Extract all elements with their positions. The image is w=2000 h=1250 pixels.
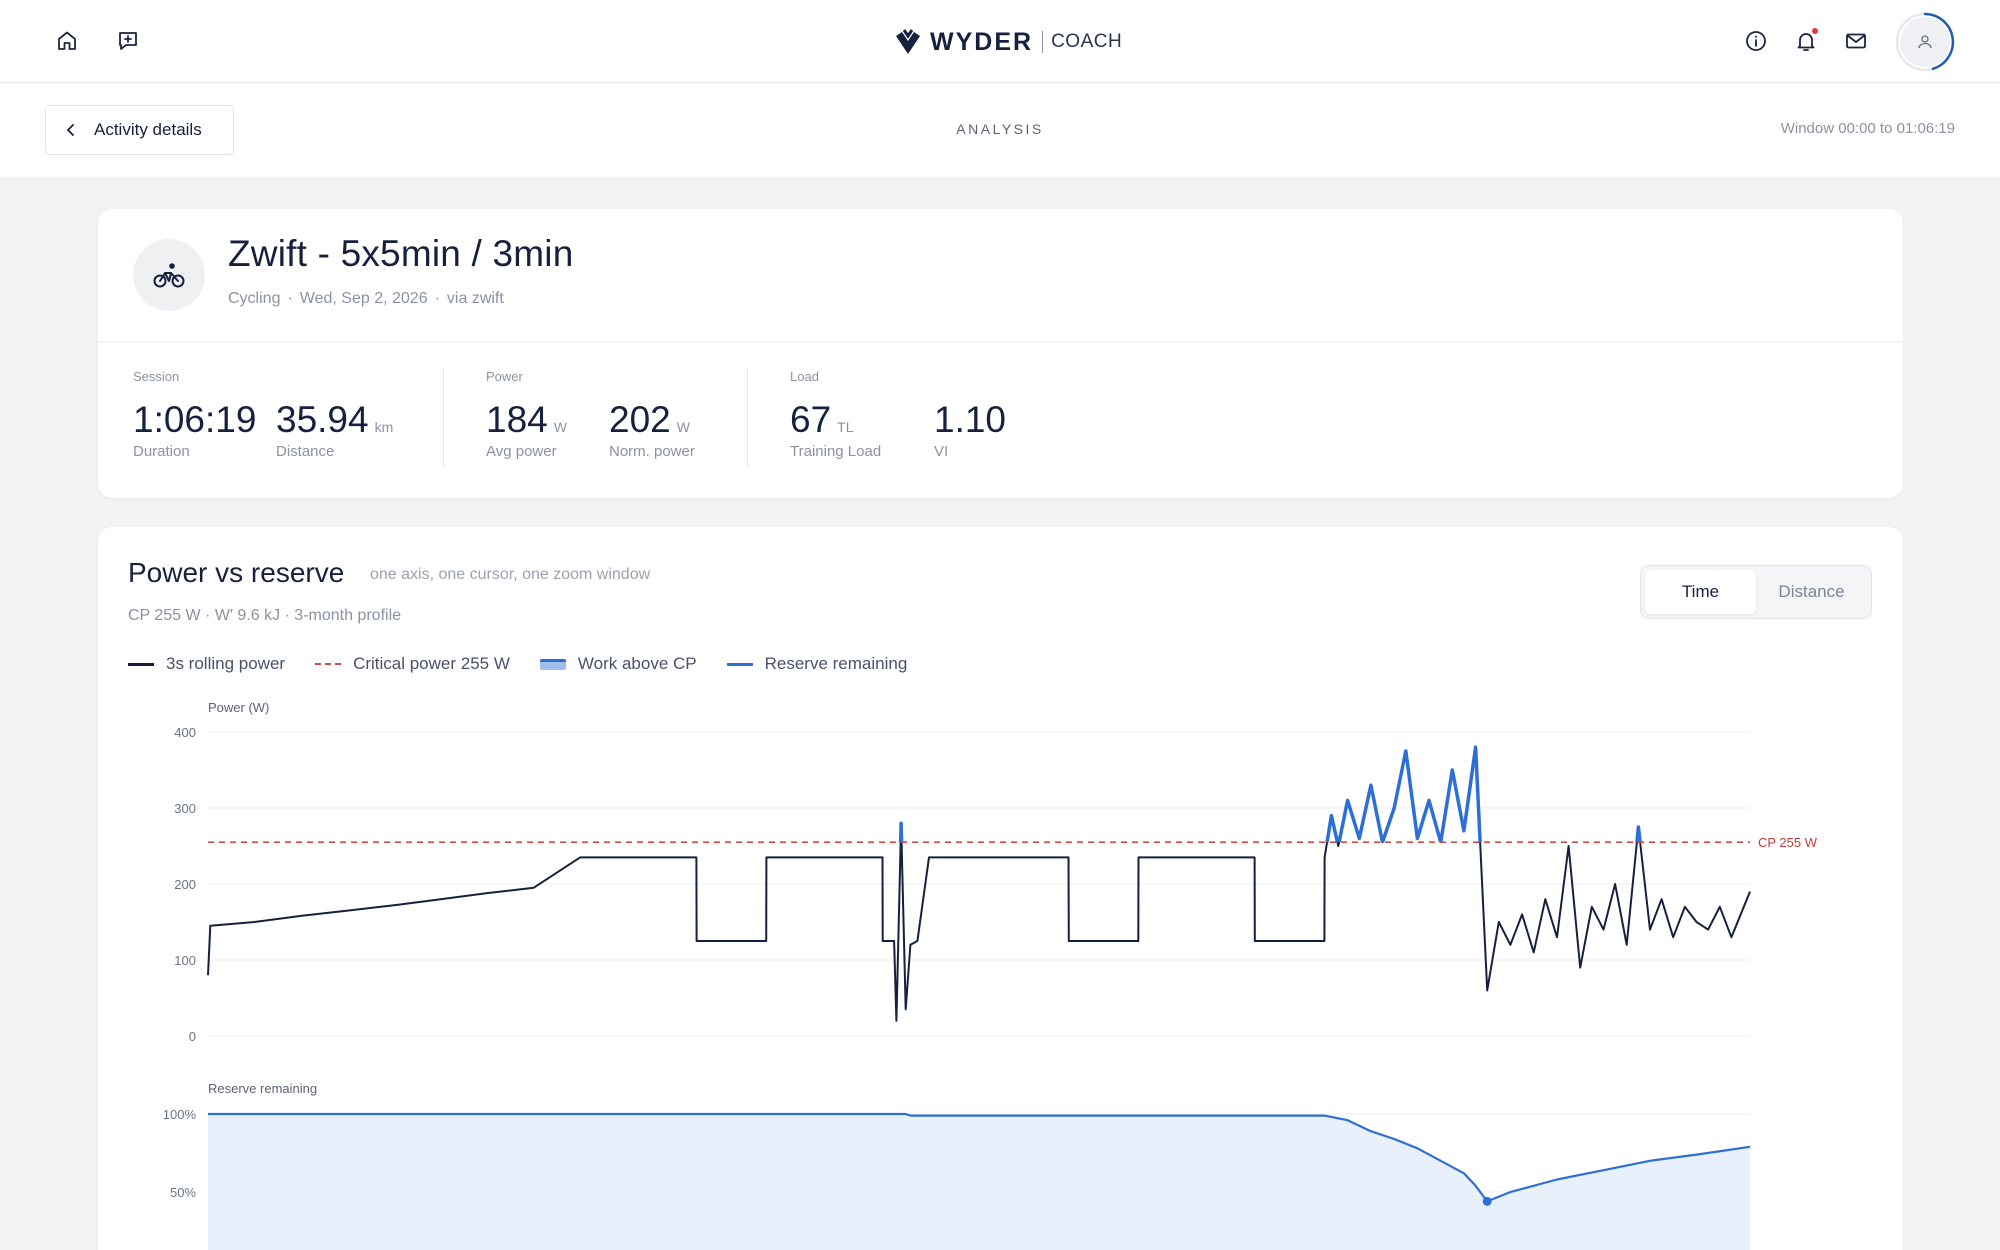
toggle-distance[interactable]: Distance	[1778, 582, 1845, 601]
power-axis-title: Power (W)	[208, 700, 269, 715]
stat-group-load: Load	[790, 369, 819, 384]
legend-reserve[interactable]: Reserve remaining	[726, 654, 907, 674]
info-icon[interactable]	[1741, 26, 1771, 56]
card-divider	[98, 341, 1903, 342]
activity-sport: Cycling	[228, 290, 281, 307]
time-distance-toggle: Time Distance	[1640, 565, 1872, 619]
reserve-tick-label: 100%	[163, 1107, 197, 1122]
cp-profile: CP 255 W · W′ 9.6 kJ · 3-month profile	[128, 607, 402, 624]
legend-cp[interactable]: Critical power 255 W	[315, 654, 510, 674]
activity-summary-card: Zwift - 5x5min / 3min Cycling · Wed, Sep 2…	[98, 209, 1903, 498]
back-button-label: Activity details	[94, 120, 202, 139]
activity-title: Zwift - 5x5min / 3min	[228, 233, 574, 274]
power-reserve-chart[interactable]: Power (W) 0 100 200 300 400 CP 255 W Reserve re…	[98, 527, 1903, 1250]
reserve-min-marker	[1482, 1196, 1492, 1206]
activity-date: Wed, Sep 2, 2026	[299, 290, 428, 307]
y-tick-label: 200	[174, 877, 196, 892]
back-button[interactable]: Activity details	[45, 105, 234, 155]
window-range: Window 00:00 to 01:06:19	[1780, 120, 1955, 137]
legend-above-cp[interactable]: Work above CP	[539, 654, 697, 674]
home-icon[interactable]	[52, 26, 82, 56]
feedback-icon[interactable]	[113, 26, 143, 56]
power-line	[207, 746, 1751, 1022]
stat-group-power: Power	[486, 369, 523, 384]
notification-dot	[1812, 28, 1818, 34]
stat-separator	[747, 367, 748, 467]
mail-icon[interactable]	[1841, 26, 1871, 56]
logo-text: WYDER	[930, 27, 1034, 56]
chart-legend: 3s rolling power Critical power 255 W Wo…	[128, 654, 937, 674]
toggle-time[interactable]: Time	[1645, 570, 1756, 614]
stat-group-session: Session	[133, 369, 180, 384]
cycling-icon	[133, 239, 205, 311]
wyder-logo[interactable]: WYDER COACH	[894, 24, 1122, 60]
y-tick-label: 0	[189, 1029, 196, 1044]
reserve-line	[208, 1112, 1751, 1203]
logo-divider	[1042, 31, 1044, 53]
reserve-axis-title: Reserve remaining	[208, 1081, 317, 1096]
wyder-logo-icon	[896, 29, 920, 54]
avatar-progress-ring	[1895, 12, 1955, 72]
y-tick-label: 300	[174, 801, 196, 816]
avatar[interactable]	[1895, 12, 1955, 72]
stat-vi: 1.10 VI	[934, 399, 1007, 460]
chart-subtitle: one axis, one cursor, one zoom window	[370, 566, 651, 583]
y-tick-label: 400	[174, 725, 196, 740]
bell-icon[interactable]	[1791, 26, 1821, 56]
stat-training-load: 67 TL Training Load	[790, 399, 882, 460]
stat-avg-power: 184 W Avg power	[486, 399, 567, 460]
user-icon	[1900, 17, 1950, 67]
stat-separator	[443, 367, 444, 467]
stat-distance: 35.94 km Distance	[276, 399, 394, 460]
sub-header: Activity details ANALYSIS Window 00:00 t…	[0, 83, 2000, 177]
reserve-tick-label: 50%	[170, 1185, 196, 1200]
reserve-area	[208, 1114, 1750, 1250]
stat-duration: 1:06:19 Duration	[133, 399, 257, 460]
power-reserve-card: Power vs reserve one axis, one cursor, o…	[98, 527, 1903, 1250]
cp-line-label: CP 255 W	[1758, 835, 1818, 850]
legend-power[interactable]: 3s rolling power	[128, 654, 285, 674]
y-tick-label: 100	[174, 953, 196, 968]
logo-subtext: COACH	[1051, 31, 1123, 52]
activity-meta: Cycling · Wed, Sep 2, 2026 · via zwift	[228, 290, 504, 307]
chevron-left-icon	[67, 124, 74, 136]
activity-source: via zwift	[446, 290, 504, 307]
chart-title: Power vs reserve	[128, 557, 345, 588]
page-title: ANALYSIS	[956, 121, 1044, 137]
top-nav: WYDER COACH	[0, 0, 2000, 83]
stat-norm-power: 202 W Norm. power	[609, 399, 695, 460]
